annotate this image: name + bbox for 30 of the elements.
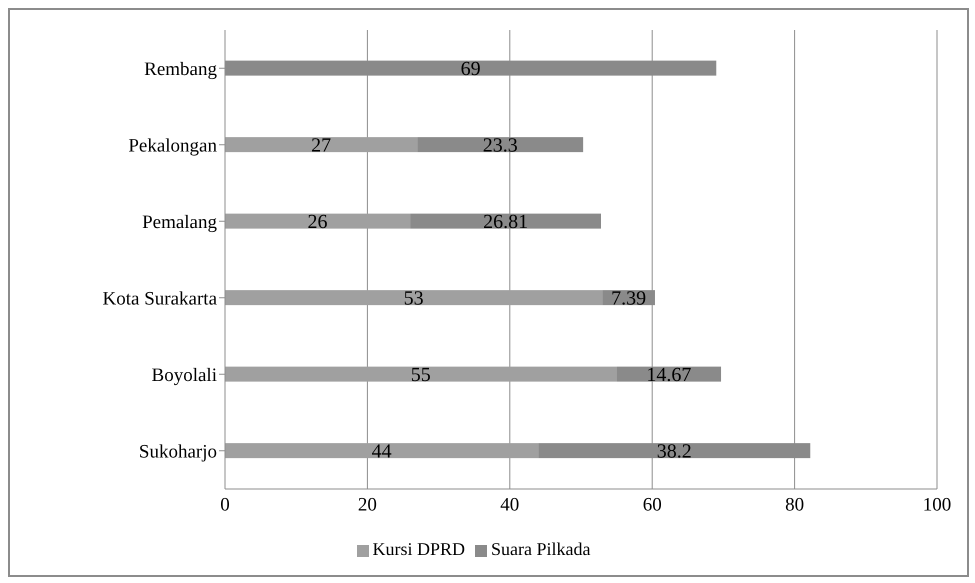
y-tick-label: Pekalongan [128,135,218,156]
y-tick-label: Rembang [144,58,218,80]
y-tick-label: Pemalang [142,212,218,233]
y-tick-label: Sukoharjo [138,441,217,462]
data-label: 53 [404,288,424,310]
bar [225,366,617,382]
data-label: 38.2 [656,440,692,463]
data-label: 27 [311,134,332,157]
data-label: 14.67 [646,364,692,386]
data-label: 44 [372,440,392,463]
data-label: 26.81 [483,211,528,234]
y-tick-label: Boyolali [152,364,217,386]
data-label: 69 [460,58,481,80]
data-label: 23.3 [482,134,518,157]
data-label: 26 [308,211,328,234]
x-tick-label: 40 [500,494,520,516]
bar [225,214,410,229]
bar [225,290,602,306]
x-tick-label: 20 [358,494,377,516]
x-tick-label: 60 [642,494,662,516]
x-tick-label: 100 [922,494,952,516]
data-label: 7.39 [611,288,646,310]
legend-label: Suara Pilkada [491,539,590,559]
data-label: 55 [410,364,431,386]
x-tick-label: 80 [785,494,804,516]
bar [225,137,418,152]
bar [225,443,538,458]
y-tick-label: Kota Surakarta [102,288,218,310]
legend-label: Kursi DPRD [372,539,466,559]
x-tick-label: 0 [220,494,230,516]
